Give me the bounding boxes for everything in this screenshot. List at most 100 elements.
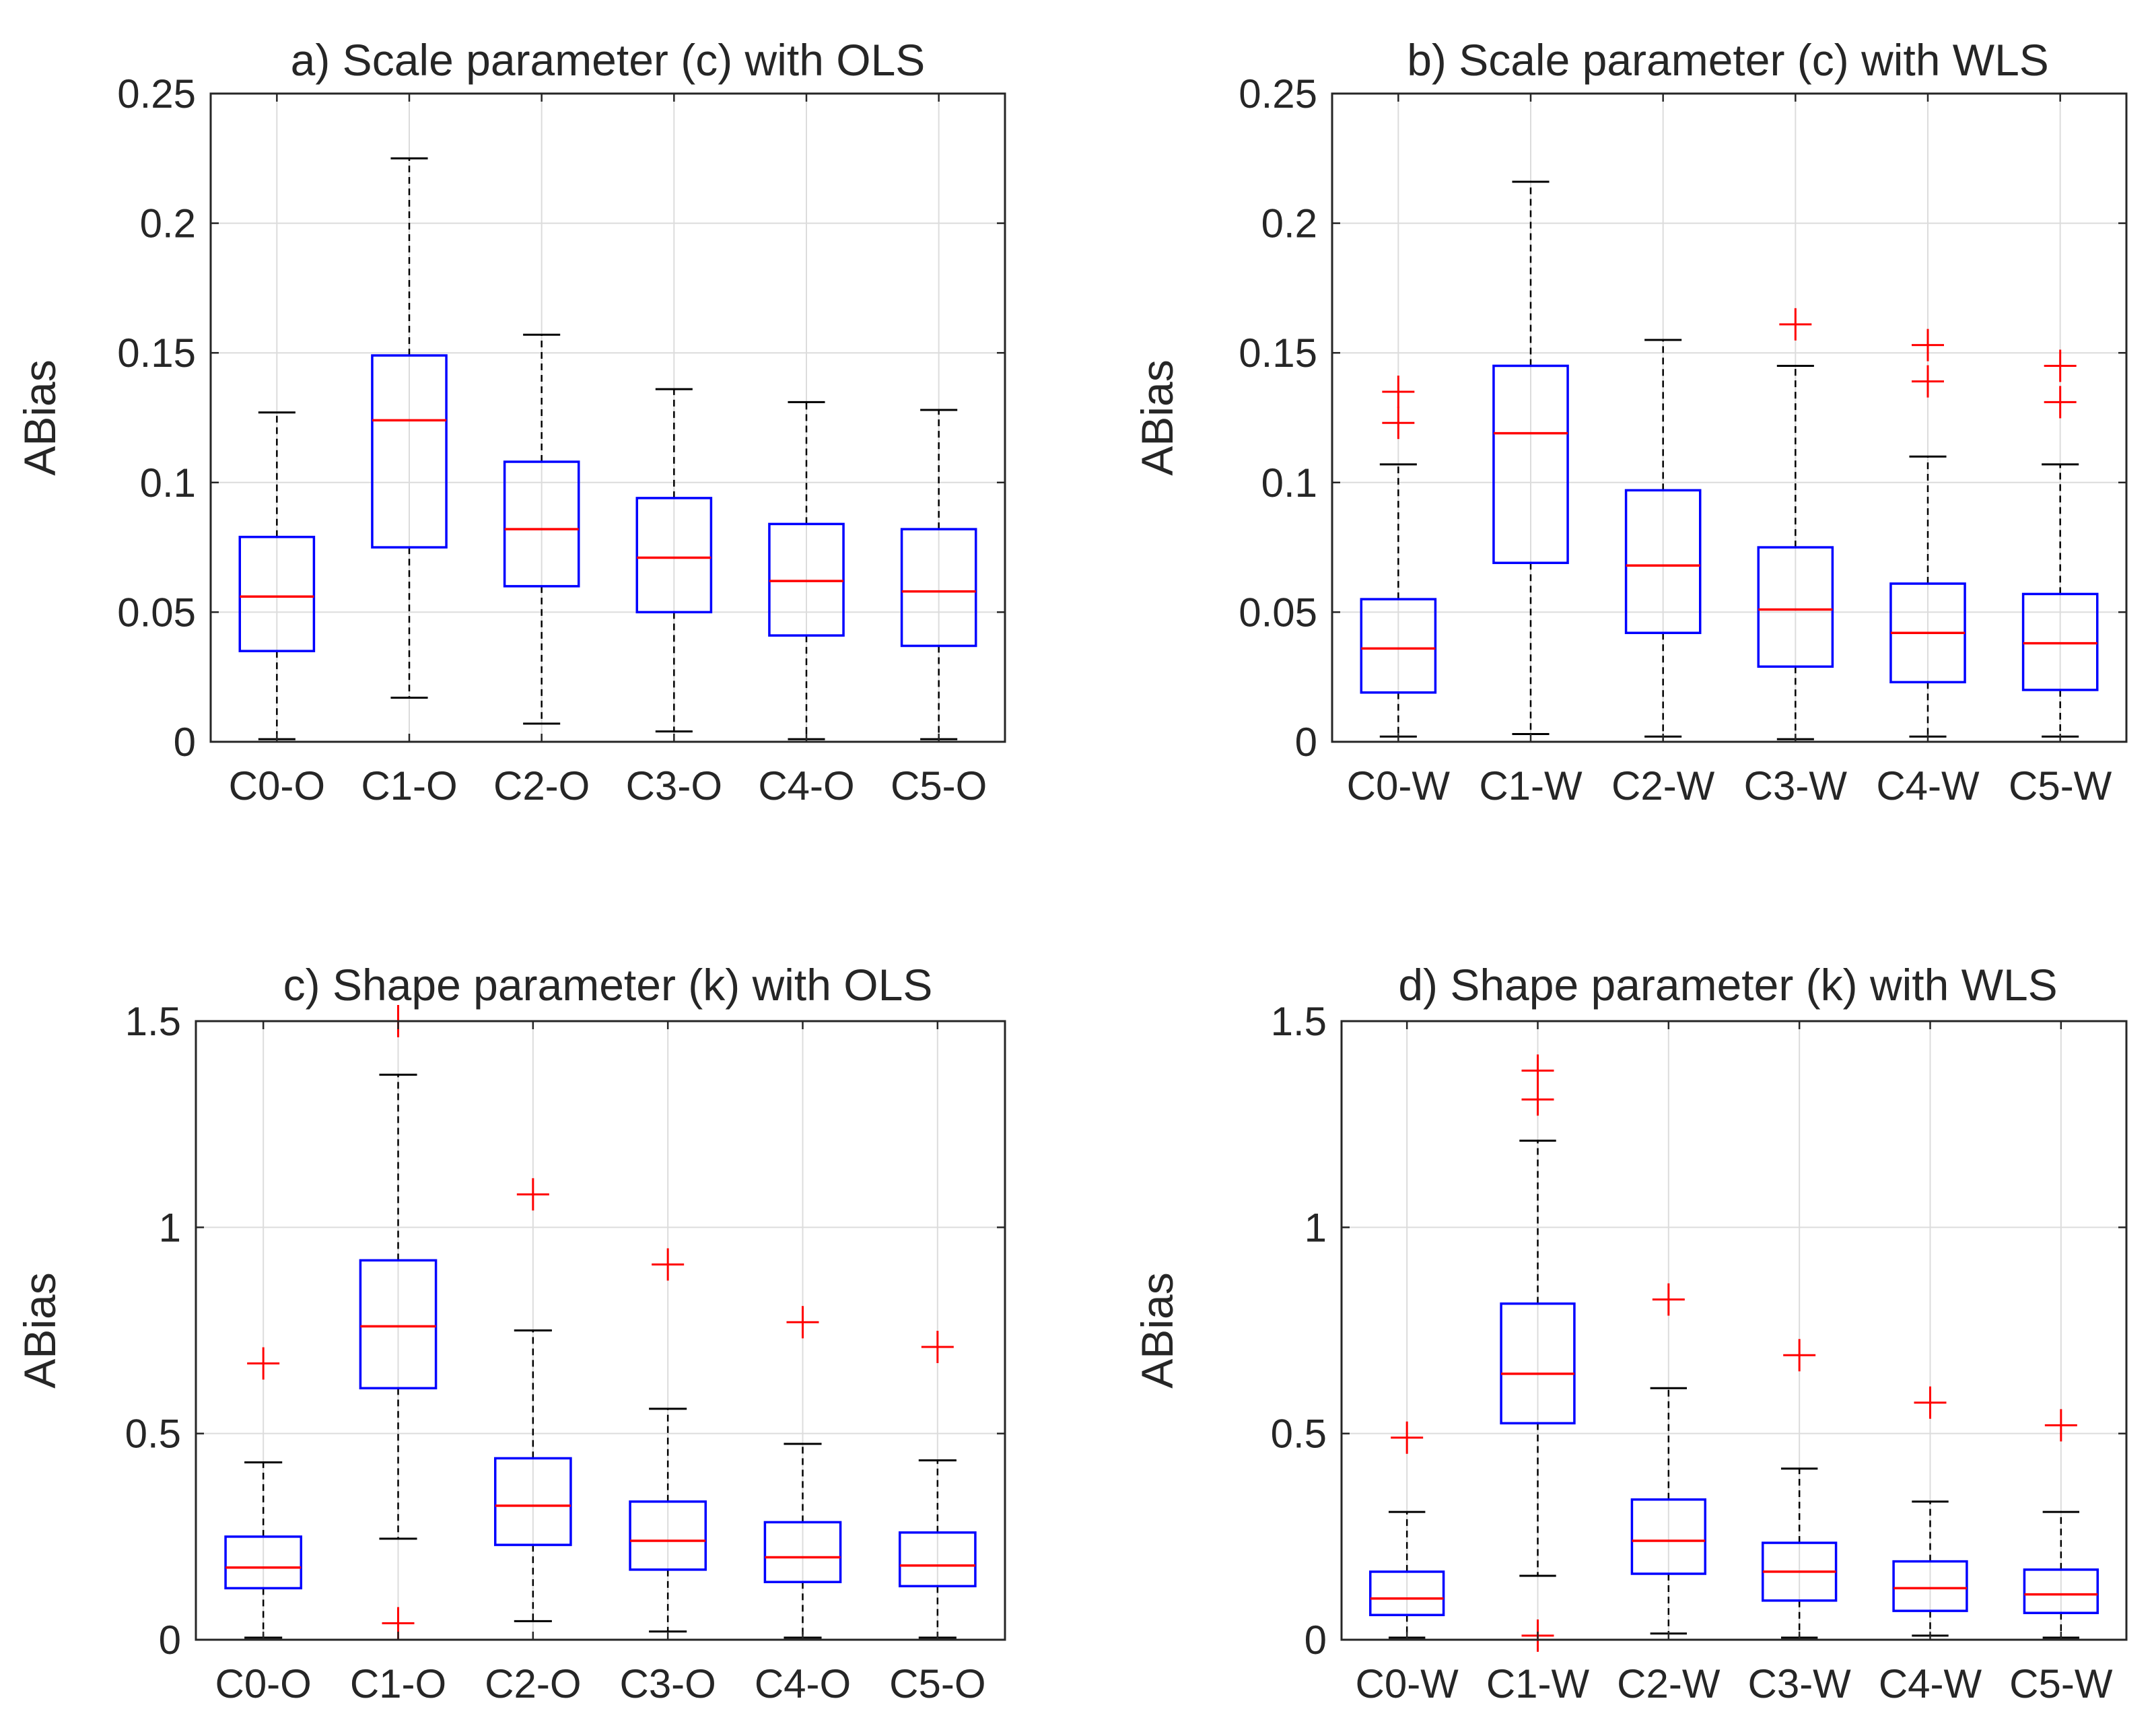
chart-title: b) Scale parameter (c) with WLS <box>1407 35 2049 85</box>
outlier-marker <box>1382 375 1415 408</box>
iqr-box <box>2023 1568 2099 1614</box>
outlier-marker <box>652 1248 685 1281</box>
outlier-marker <box>786 1306 819 1339</box>
outlier-marker <box>1521 1054 1554 1087</box>
box-C4-W <box>1889 328 1966 738</box>
panel-b: 0 0.05 0.1 0.15 0.2 0.25 C0-W C1-W C2-W C3-W C4-W C… <box>1132 35 2128 808</box>
x-tick-label: C0-W <box>1347 763 1451 808</box>
x-tick-label: C4-O <box>755 1661 851 1706</box>
x-tick-label: C5-O <box>889 1661 985 1706</box>
box-C4-W <box>1892 1386 1968 1637</box>
outlier-marker <box>1521 1083 1554 1116</box>
panel-c: 0 0.5 1 1.5 C0-O C1-O C2-O C3-O C4-O C5-O c) Shape… <box>15 960 1006 1706</box>
x-tick-label: C2-W <box>1617 1661 1721 1706</box>
x-tick-label: C4-W <box>1879 1661 1982 1706</box>
y-tick-label: 0.15 <box>117 331 196 376</box>
y-tick-label: 0.5 <box>1271 1412 1327 1457</box>
box-C0-W <box>1360 375 1437 738</box>
y-axis-label: ABias <box>1132 359 1182 475</box>
box-C5-W <box>2021 349 2099 738</box>
outlier-marker <box>1652 1283 1685 1316</box>
iqr-box <box>635 497 713 614</box>
y-tick-label: 0.05 <box>117 590 196 635</box>
box-C1-O <box>371 157 448 699</box>
y-tick-label: 0 <box>159 1618 181 1663</box>
iqr-box <box>898 1531 977 1588</box>
chart-title: c) Shape parameter (k) with OLS <box>283 960 933 1010</box>
x-tick-label: C3-O <box>619 1661 716 1706</box>
iqr-box <box>493 1457 572 1546</box>
panel-d: 0 0.5 1 1.5 C0-W C1-W C2-W C3-W C4-W C5-W d) Shape… <box>1132 960 2128 1706</box>
iqr-box <box>1630 1498 1706 1575</box>
outlier-marker <box>516 1178 549 1211</box>
iqr-box <box>1757 546 1834 668</box>
box-C0-W <box>1369 1421 1445 1639</box>
y-tick-label: 1.5 <box>1271 999 1327 1044</box>
x-tick-label: C1-O <box>350 1661 446 1706</box>
x-tick-label: C0-O <box>229 763 325 808</box>
iqr-box <box>2021 592 2099 691</box>
y-tick-label: 0.1 <box>1261 460 1317 506</box>
y-axis-label: ABias <box>15 359 65 475</box>
iqr-box <box>629 1500 707 1571</box>
x-tick-label: C1-W <box>1486 1661 1590 1706</box>
x-tick-label: C5-W <box>2009 763 2112 808</box>
chart-title: a) Scale parameter (c) with OLS <box>291 35 926 85</box>
axes-frame <box>1331 92 2128 743</box>
outlier-marker <box>1912 328 1944 361</box>
plot-area <box>1332 94 2126 742</box>
outlier-marker <box>921 1331 954 1364</box>
x-tick-label: C2-W <box>1611 763 1715 808</box>
outlier-marker <box>247 1347 280 1380</box>
x-tick-label: C2-O <box>485 1661 581 1706</box>
iqr-box <box>359 1259 438 1390</box>
outlier-marker <box>1382 407 1415 440</box>
panel-a: 0 0.05 0.1 0.15 0.2 0.25 C0-O C1-O C2-O C3-O C4-O C… <box>15 35 1006 808</box>
x-tick-label: C5-W <box>2009 1661 2113 1706</box>
iqr-box <box>763 1521 842 1583</box>
iqr-box <box>503 460 580 588</box>
box-C0-O <box>238 411 316 740</box>
y-tick-label: 0 <box>1295 720 1317 765</box>
outlier-marker <box>1914 1386 1947 1419</box>
x-tick-label: C3-W <box>1744 763 1848 808</box>
outlier-marker <box>1391 1421 1424 1454</box>
iqr-box <box>1500 1302 1576 1425</box>
y-axis-label: ABias <box>15 1272 65 1388</box>
y-axis-label: ABias <box>1132 1272 1182 1388</box>
x-tick-label: C5-O <box>891 763 987 808</box>
iqr-box <box>238 535 316 652</box>
iqr-box <box>1369 1570 1445 1616</box>
axes-frame <box>195 1020 1006 1641</box>
y-tick-label: 1 <box>1305 1205 1327 1250</box>
y-tick-label: 0 <box>1305 1618 1327 1663</box>
x-tick-label: C3-W <box>1748 1661 1852 1706</box>
iqr-box <box>1492 364 1569 564</box>
axes-frame <box>209 92 1006 743</box>
y-tick-label: 0.25 <box>117 71 196 116</box>
y-tick-label: 1.5 <box>125 999 181 1044</box>
x-tick-label: C0-O <box>215 1661 311 1706</box>
y-tick-label: 0.2 <box>1261 201 1317 246</box>
y-tick-label: 1 <box>159 1205 181 1250</box>
y-tick-label: 0.1 <box>140 460 196 506</box>
box-C3-O <box>635 388 713 733</box>
box-C4-O <box>768 401 845 740</box>
box-C3-O <box>629 1248 707 1633</box>
box-C2-W <box>1624 339 1702 738</box>
box-C2-O <box>503 333 580 725</box>
outlier-marker <box>1783 1339 1816 1372</box>
axes-frame <box>1340 1020 2128 1641</box>
outlier-marker <box>1912 365 1944 398</box>
plot-area <box>196 1021 1005 1640</box>
box-C3-W <box>1762 1339 1838 1639</box>
outlier-marker <box>2044 386 2077 419</box>
x-tick-label: C3-O <box>626 763 722 808</box>
y-tick-label: 0.15 <box>1239 331 1317 376</box>
iqr-box <box>1360 598 1437 694</box>
y-tick-label: 0.05 <box>1239 590 1317 635</box>
plot-area <box>1342 1021 2126 1640</box>
iqr-box <box>1892 1560 1968 1612</box>
outlier-marker <box>1779 308 1812 341</box>
